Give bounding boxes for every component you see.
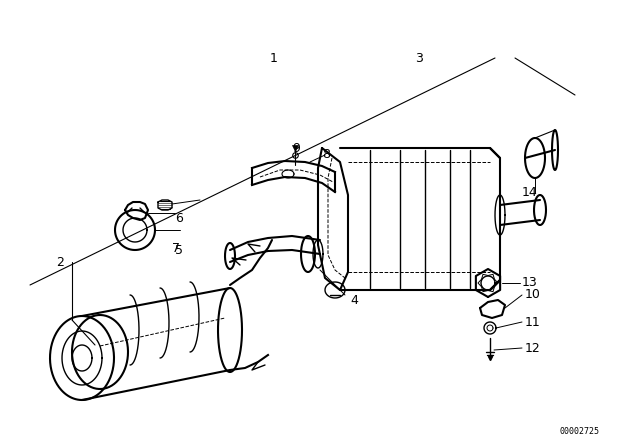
- Text: 8: 8: [322, 148, 330, 161]
- Text: 00002725: 00002725: [560, 427, 600, 436]
- Text: 4: 4: [350, 293, 358, 306]
- Text: 14: 14: [522, 185, 538, 198]
- Text: 7: 7: [172, 241, 180, 254]
- Text: 11: 11: [525, 315, 541, 328]
- Text: 13: 13: [522, 276, 538, 289]
- Text: 5: 5: [175, 244, 183, 257]
- Text: 9: 9: [292, 142, 300, 155]
- Text: 6: 6: [175, 211, 183, 224]
- Text: 12: 12: [525, 341, 541, 354]
- Text: 3: 3: [415, 52, 423, 65]
- Text: 10: 10: [525, 289, 541, 302]
- Text: 1: 1: [270, 52, 278, 65]
- Text: 2: 2: [56, 255, 64, 268]
